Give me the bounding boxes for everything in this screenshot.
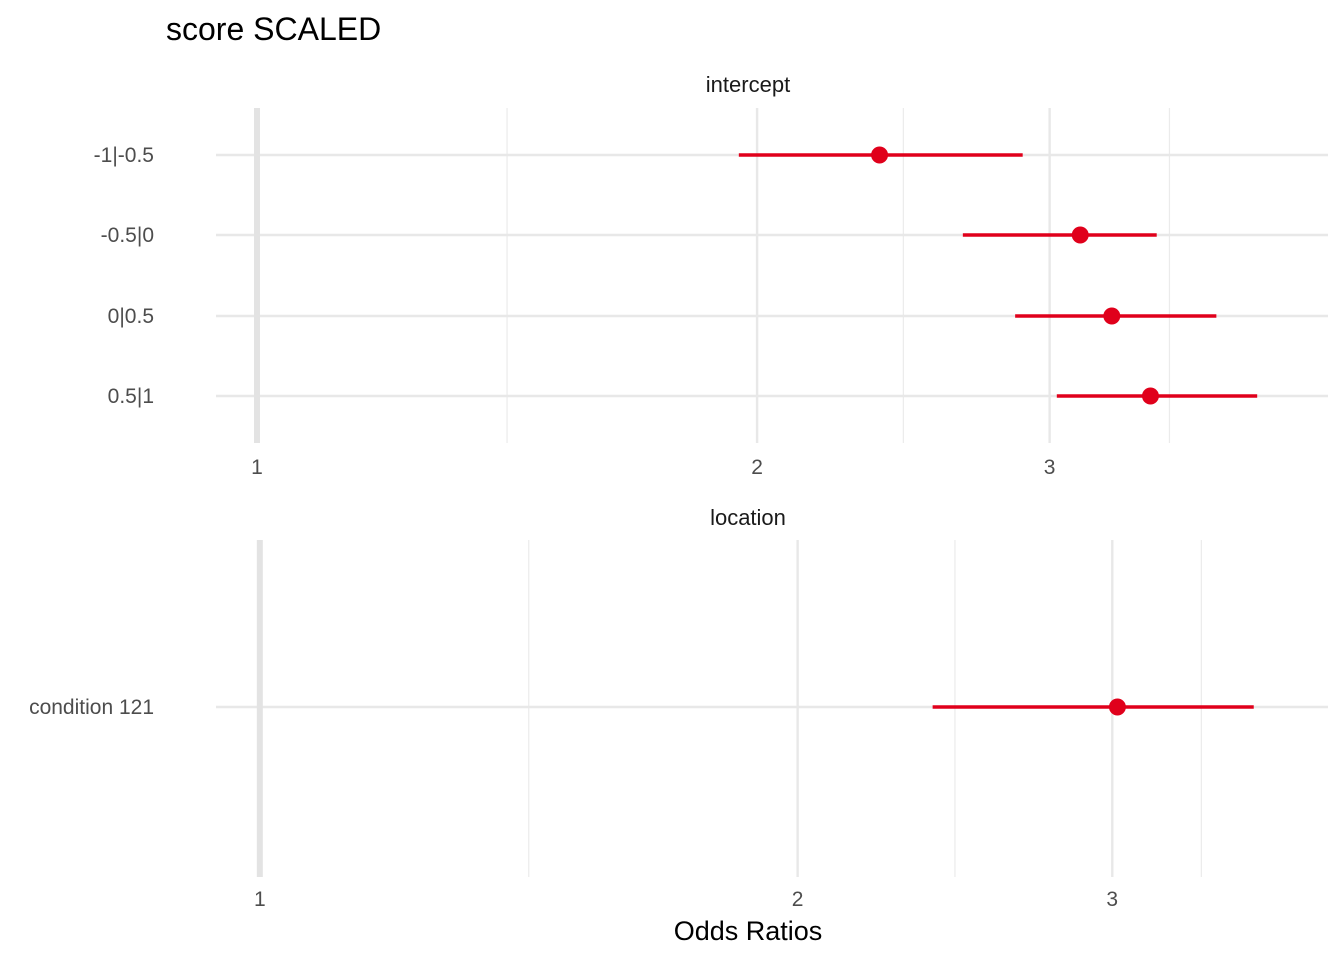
x-tick-label: 3	[1044, 456, 1056, 479]
y-tick-label: 0|0.5	[108, 305, 154, 328]
y-tick-label: -0.5|0	[101, 224, 154, 247]
x-axis-label: Odds Ratios	[674, 916, 823, 946]
y-tick-label: condition 121	[29, 696, 154, 719]
point-estimate	[1141, 387, 1159, 405]
panel-intercept: intercept 1 2 3 -1|-0.5 -0.5|0 0|0.5 0.5|1	[94, 72, 1328, 479]
y-tick-label: 0.5|1	[108, 385, 154, 408]
x-tick-label: 2	[751, 456, 763, 479]
chart-title: score SCALED	[166, 11, 381, 47]
panel-strip-label: location	[710, 505, 786, 530]
x-tick-label: 1	[254, 888, 266, 911]
point-estimate	[1071, 226, 1089, 244]
panel-location: location 1 2 3 condition 121	[29, 505, 1328, 911]
panel-strip-label: intercept	[706, 72, 790, 97]
x-tick-label: 3	[1106, 888, 1118, 911]
y-tick-label: -1|-0.5	[94, 144, 154, 167]
x-tick-label: 2	[792, 888, 804, 911]
point-estimate	[1103, 307, 1121, 325]
x-tick-label: 1	[251, 456, 263, 479]
point-estimate	[871, 146, 889, 164]
point-estimate	[1108, 698, 1126, 716]
